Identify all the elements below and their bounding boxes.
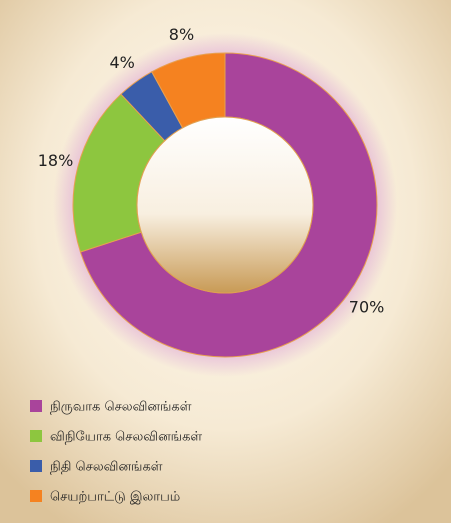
legend-swatch	[30, 430, 42, 442]
data-label: 18%	[38, 151, 74, 170]
legend-swatch	[30, 460, 42, 472]
donut-hole	[136, 116, 314, 294]
legend-label: நிருவாக செலவினங்கள்	[50, 400, 192, 415]
legend-label: நிதி செலவினங்கள்	[50, 460, 163, 475]
legend-swatch	[30, 490, 42, 502]
legend-label: செயற்பாட்டு இலாபம்	[50, 490, 180, 505]
legend-swatch	[30, 400, 42, 412]
data-label: 70%	[349, 297, 385, 316]
legend-label: விநியோக செலவினங்கள்	[50, 430, 202, 445]
data-label: 8%	[169, 25, 194, 44]
data-label: 4%	[109, 53, 134, 72]
